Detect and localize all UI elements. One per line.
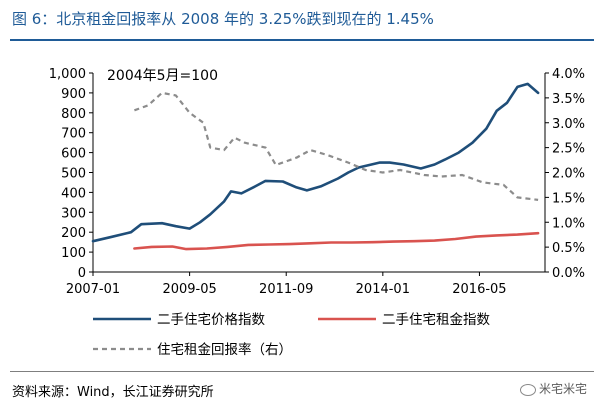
- x-tick-label: 2014-01: [356, 282, 410, 297]
- y-right-tick-label: 3.5%: [552, 92, 585, 107]
- y-left-tick-label: 600: [61, 147, 86, 162]
- y-left-tick-label: 900: [61, 87, 86, 102]
- y-right-tick-label: 3.0%: [552, 117, 585, 132]
- y-right-tick-label: 1.5%: [552, 191, 585, 206]
- y-left-tick-label: 500: [61, 167, 86, 182]
- source-divider: [10, 371, 594, 372]
- y-right-tick-label: 1.0%: [552, 216, 585, 231]
- legend-rental-yield-label: 住宅租金回报率（右）: [157, 341, 292, 358]
- figure-title: 图 6：北京租金回报率从 2008 年的 3.25%跌到现在的 1.45%: [12, 10, 434, 28]
- wechat-icon: [520, 383, 536, 396]
- y-right-tick-label: 4.0%: [552, 67, 585, 82]
- y-left-tick-label: 800: [61, 107, 86, 122]
- y-left-tick-label: 700: [61, 127, 86, 142]
- y-left-tick-label: 300: [61, 206, 86, 221]
- legend-rent-index-label: 二手住宅租金指数: [382, 312, 490, 328]
- y-right-tick-label: 0.0%: [552, 266, 585, 281]
- rent-index-line: [133, 231, 540, 251]
- x-tick-label: 2007-01: [66, 282, 120, 297]
- y-left-tick-label: 0: [78, 266, 86, 281]
- x-tick-label: 2016-05: [452, 282, 506, 297]
- watermark: 米宅米宅: [520, 380, 587, 397]
- chart-annotation: 2004年5月=100: [107, 68, 218, 84]
- title-divider: [10, 39, 594, 41]
- y-left-tick-label: 100: [61, 246, 86, 261]
- x-tick-label: 2011-09: [259, 282, 313, 297]
- y-left-tick-label: 1,000: [49, 67, 86, 82]
- y-left-tick-label: 200: [61, 226, 86, 241]
- price-index-line: [91, 82, 540, 243]
- y-right-tick-label: 2.5%: [552, 142, 585, 157]
- source-note: 资料来源：Wind，长江证券研究所: [12, 385, 214, 400]
- y-right-tick-label: 0.5%: [552, 241, 585, 256]
- x-tick-label: 2009-05: [162, 282, 216, 297]
- legend-price-index-label: 二手住宅价格指数: [157, 312, 265, 328]
- y-right-tick-label: 2.0%: [552, 167, 585, 182]
- watermark-text: 米宅米宅: [539, 382, 588, 396]
- rental-yield-line: [134, 91, 539, 201]
- y-left-tick-label: 400: [61, 186, 86, 201]
